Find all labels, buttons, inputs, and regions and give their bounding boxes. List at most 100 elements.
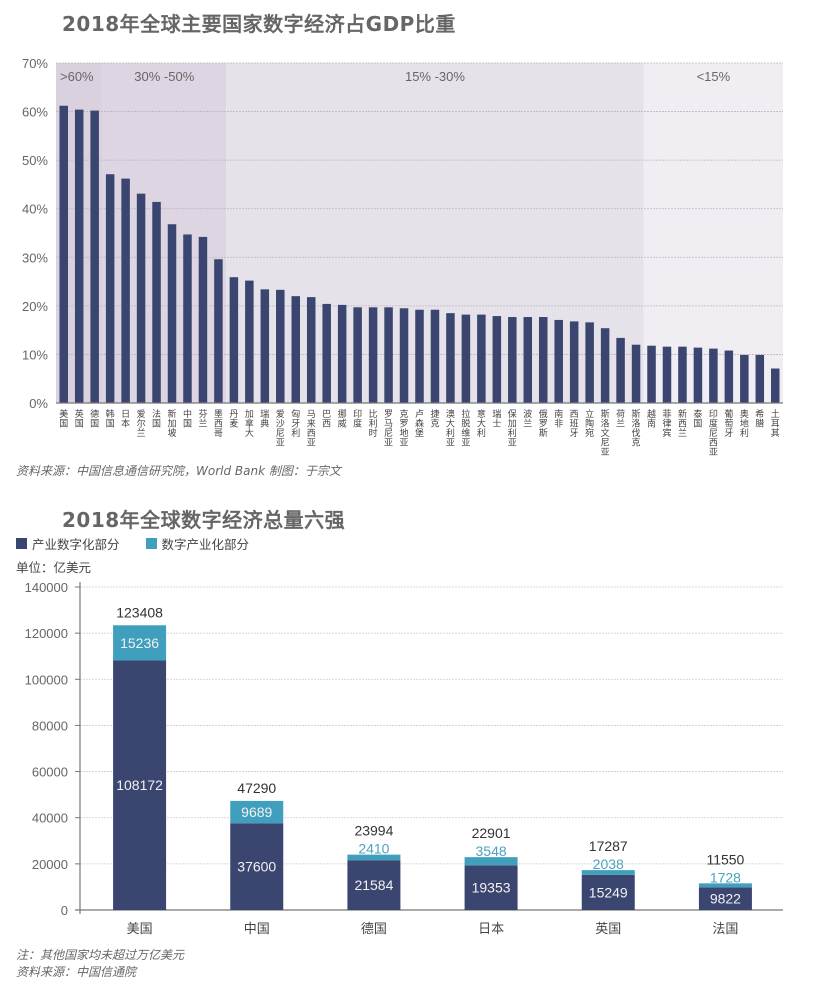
- x-tick-label: 巴西: [322, 409, 331, 430]
- x-tick-label: 南非: [554, 408, 563, 430]
- band-label: 30% -50%: [134, 69, 194, 84]
- bar-马来西亚: [306, 297, 316, 403]
- band-label: <15%: [697, 69, 731, 84]
- x-tick-label: 美国: [127, 922, 153, 937]
- chart1-source: 资料来源：中国信息通信研究院，World Bank 制图：于宗文: [16, 464, 341, 478]
- bar-土耳其: [771, 368, 780, 403]
- x-tick-label: 爱沙尼亚: [276, 409, 285, 449]
- y-tick-label: 20%: [22, 299, 48, 314]
- bar-印度: [353, 307, 362, 403]
- bar-罗马尼亚: [384, 307, 393, 403]
- x-tick-label: 罗马尼亚: [384, 409, 393, 449]
- bar-segment-digital-英国: [581, 870, 635, 875]
- y-tick-label: 10%: [22, 347, 48, 362]
- bar-segment-industrial-中国: [230, 823, 284, 910]
- x-tick-label: 韩国: [106, 408, 115, 430]
- bar-美国: [59, 105, 68, 403]
- bar-韩国: [105, 174, 115, 403]
- chart2-unit: 单位：亿美元: [16, 560, 92, 575]
- y-tick-label: 100000: [25, 672, 68, 687]
- x-tick-label: 德国: [361, 922, 387, 937]
- x-tick-label: 印度尼西亚: [709, 408, 718, 458]
- x-tick-label: 斯洛文尼亚: [601, 408, 610, 458]
- bar-segment-industrial-美国: [113, 660, 167, 910]
- x-tick-label: 捷克: [430, 408, 439, 430]
- bar-segment-digital-法国: [698, 883, 752, 888]
- bar-瑞典: [260, 289, 270, 403]
- legend-swatch: [16, 538, 27, 549]
- y-tick-label: 70%: [22, 56, 48, 71]
- bar-斯洛文尼亚: [600, 328, 610, 403]
- x-tick-label: 俄罗斯: [539, 408, 548, 439]
- bar-拉脱维亚: [461, 314, 471, 403]
- data-label-industrial: 37600: [237, 859, 276, 875]
- bar-波兰: [523, 317, 533, 403]
- data-label-digital: 2038: [593, 856, 624, 872]
- data-label-digital: 2410: [358, 841, 389, 857]
- data-label-industrial: 21584: [354, 877, 393, 893]
- data-label-digital: 3548: [476, 843, 507, 859]
- x-tick-label: 瑞士: [492, 408, 501, 430]
- data-label-industrial: 108172: [116, 777, 163, 793]
- bar-德国: [90, 110, 99, 403]
- x-tick-label: 斯洛伐克: [632, 408, 641, 449]
- bar-克罗地亚: [399, 308, 409, 403]
- x-tick-label: 希腊: [755, 408, 764, 430]
- x-tick-label: 土耳其: [771, 408, 780, 439]
- x-tick-label: 荷兰: [616, 409, 625, 430]
- x-tick-label: 加拿大: [245, 409, 254, 439]
- bar-越南: [647, 345, 656, 403]
- y-tick-label: 60000: [32, 765, 68, 780]
- bar-澳大利亚: [446, 313, 455, 403]
- legend-item-digital-industrialization: 数字产业化部分: [145, 534, 250, 553]
- y-tick-label: 40000: [32, 811, 68, 826]
- x-tick-label: 印度: [353, 408, 362, 430]
- bar-保加利亚: [508, 317, 517, 403]
- gdp-share-chart: >60% 30% -50% 15% -30% <15% 0% 10% 20% 30% 40% 50…: [22, 56, 783, 458]
- bar-荷兰: [616, 337, 625, 403]
- x-tick-label: 保加利亚: [508, 408, 517, 449]
- legend-label: 数字产业化部分: [161, 537, 250, 552]
- chart2-source: 资料来源：中国信通院: [16, 965, 137, 979]
- x-tick-label: 比利时: [369, 408, 378, 439]
- bar-希腊: [755, 354, 765, 403]
- bar-意大利: [477, 314, 486, 403]
- chart1-title: 2018年全球主要国家数字经济占GDP比重: [62, 12, 456, 36]
- bar-斯洛伐克: [631, 344, 641, 403]
- data-label-digital: 1728: [710, 869, 741, 885]
- x-tick-label: 爱尔兰: [137, 409, 146, 439]
- x-tick-label: 英国: [75, 408, 84, 430]
- x-tick-label: 法国: [152, 408, 161, 430]
- band-label: >60%: [60, 69, 94, 84]
- bar-爱沙尼亚: [276, 289, 285, 403]
- x-tick-label: 挪威: [338, 408, 347, 430]
- y-tick-label: 30%: [22, 250, 48, 265]
- x-tick-label: 墨西哥: [214, 409, 223, 439]
- data-label-industrial: 15249: [589, 884, 628, 900]
- bar-奥地利: [740, 354, 749, 403]
- data-label-digital: 15236: [120, 635, 159, 651]
- bar-segment-industrial-法国: [698, 887, 752, 910]
- bar-墨西哥: [214, 259, 223, 403]
- y-tick-label: 20000: [32, 857, 68, 872]
- legend-label: 产业数字化部分: [32, 537, 120, 552]
- x-tick-label: 马来西亚: [307, 409, 316, 449]
- bar-匈牙利: [291, 296, 301, 403]
- bar-segment-digital-中国: [230, 800, 284, 824]
- y-tick-label: 0: [61, 903, 68, 918]
- data-label-industrial: 9822: [710, 891, 741, 907]
- bar-segment-digital-美国: [113, 625, 167, 661]
- x-tick-label: 英国: [595, 922, 621, 937]
- x-tick-label: 拉脱维亚: [461, 408, 470, 449]
- x-tick-label: 日本: [121, 409, 130, 430]
- x-tick-label: 奥地利: [740, 408, 749, 439]
- bar-印度尼西亚: [709, 348, 718, 403]
- band-3: [643, 63, 783, 403]
- data-label-total: 123408: [116, 604, 163, 620]
- bar-segment-industrial-日本: [464, 865, 518, 910]
- legend-swatch: [145, 538, 157, 549]
- x-tick-label: 澳大利亚: [446, 408, 455, 449]
- bar-芬兰: [198, 236, 208, 403]
- legend-item-industrial-digitization: 产业数字化部分: [16, 534, 120, 553]
- y-tick-label: 50%: [22, 153, 48, 168]
